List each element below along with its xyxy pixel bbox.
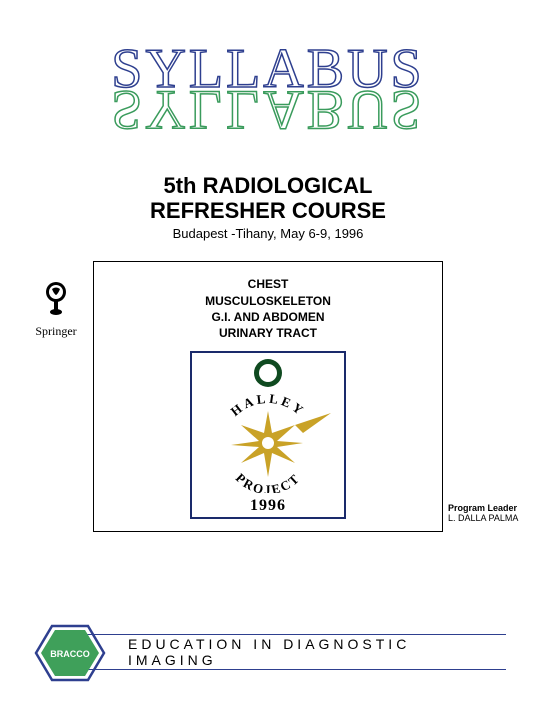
syllabus-logo: SYLLABUS SYLLABUS <box>0 0 536 135</box>
main-content-box: Springer CHEST MUSCULOSKELETON G.I. AND … <box>93 261 443 532</box>
topic-3: G.I. AND ABDOMEN <box>104 309 432 325</box>
publisher-block: Springer <box>26 282 86 339</box>
small-seal-icon <box>254 359 282 387</box>
topic-1: CHEST <box>104 276 432 292</box>
halley-star-icon: HALLEY PROJECT <box>203 393 333 493</box>
hexagon-icon: BRACCO <box>34 622 106 684</box>
halley-logo-frame: HALLEY PROJECT 1996 <box>190 351 346 519</box>
logo-year: 1996 <box>198 497 338 515</box>
program-leader-label: Program Leader <box>448 503 532 513</box>
bracco-text: BRACCO <box>50 649 90 659</box>
course-title-line2: REFRESHER COURSE <box>0 198 536 223</box>
topics-list: CHEST MUSCULOSKELETON G.I. AND ABDOMEN U… <box>104 276 432 341</box>
course-title-line1: 5th RADIOLOGICAL <box>0 173 536 198</box>
program-leader-block: Program Leader L. DALLA PALMA <box>448 503 532 523</box>
bracco-hexagon: BRACCO <box>34 622 106 684</box>
footer: EDUCATION IN DIAGNOSTIC IMAGING BRACCO <box>0 624 536 684</box>
program-leader-name: L. DALLA PALMA <box>448 513 532 523</box>
topic-2: MUSCULOSKELETON <box>104 293 432 309</box>
footer-bar: EDUCATION IN DIAGNOSTIC IMAGING <box>60 634 506 670</box>
halley-burst-area: HALLEY PROJECT <box>203 393 333 493</box>
topic-4: URINARY TRACT <box>104 325 432 341</box>
course-title-block: 5th RADIOLOGICAL REFRESHER COURSE Budape… <box>0 173 536 242</box>
springer-icon <box>43 282 69 316</box>
course-subtitle: Budapest -Tihany, May 6-9, 1996 <box>0 226 536 241</box>
publisher-name: Springer <box>26 324 86 339</box>
footer-tagline: EDUCATION IN DIAGNOSTIC IMAGING <box>128 636 506 668</box>
syllabus-text-mirror: SYLLABUS <box>0 84 536 134</box>
